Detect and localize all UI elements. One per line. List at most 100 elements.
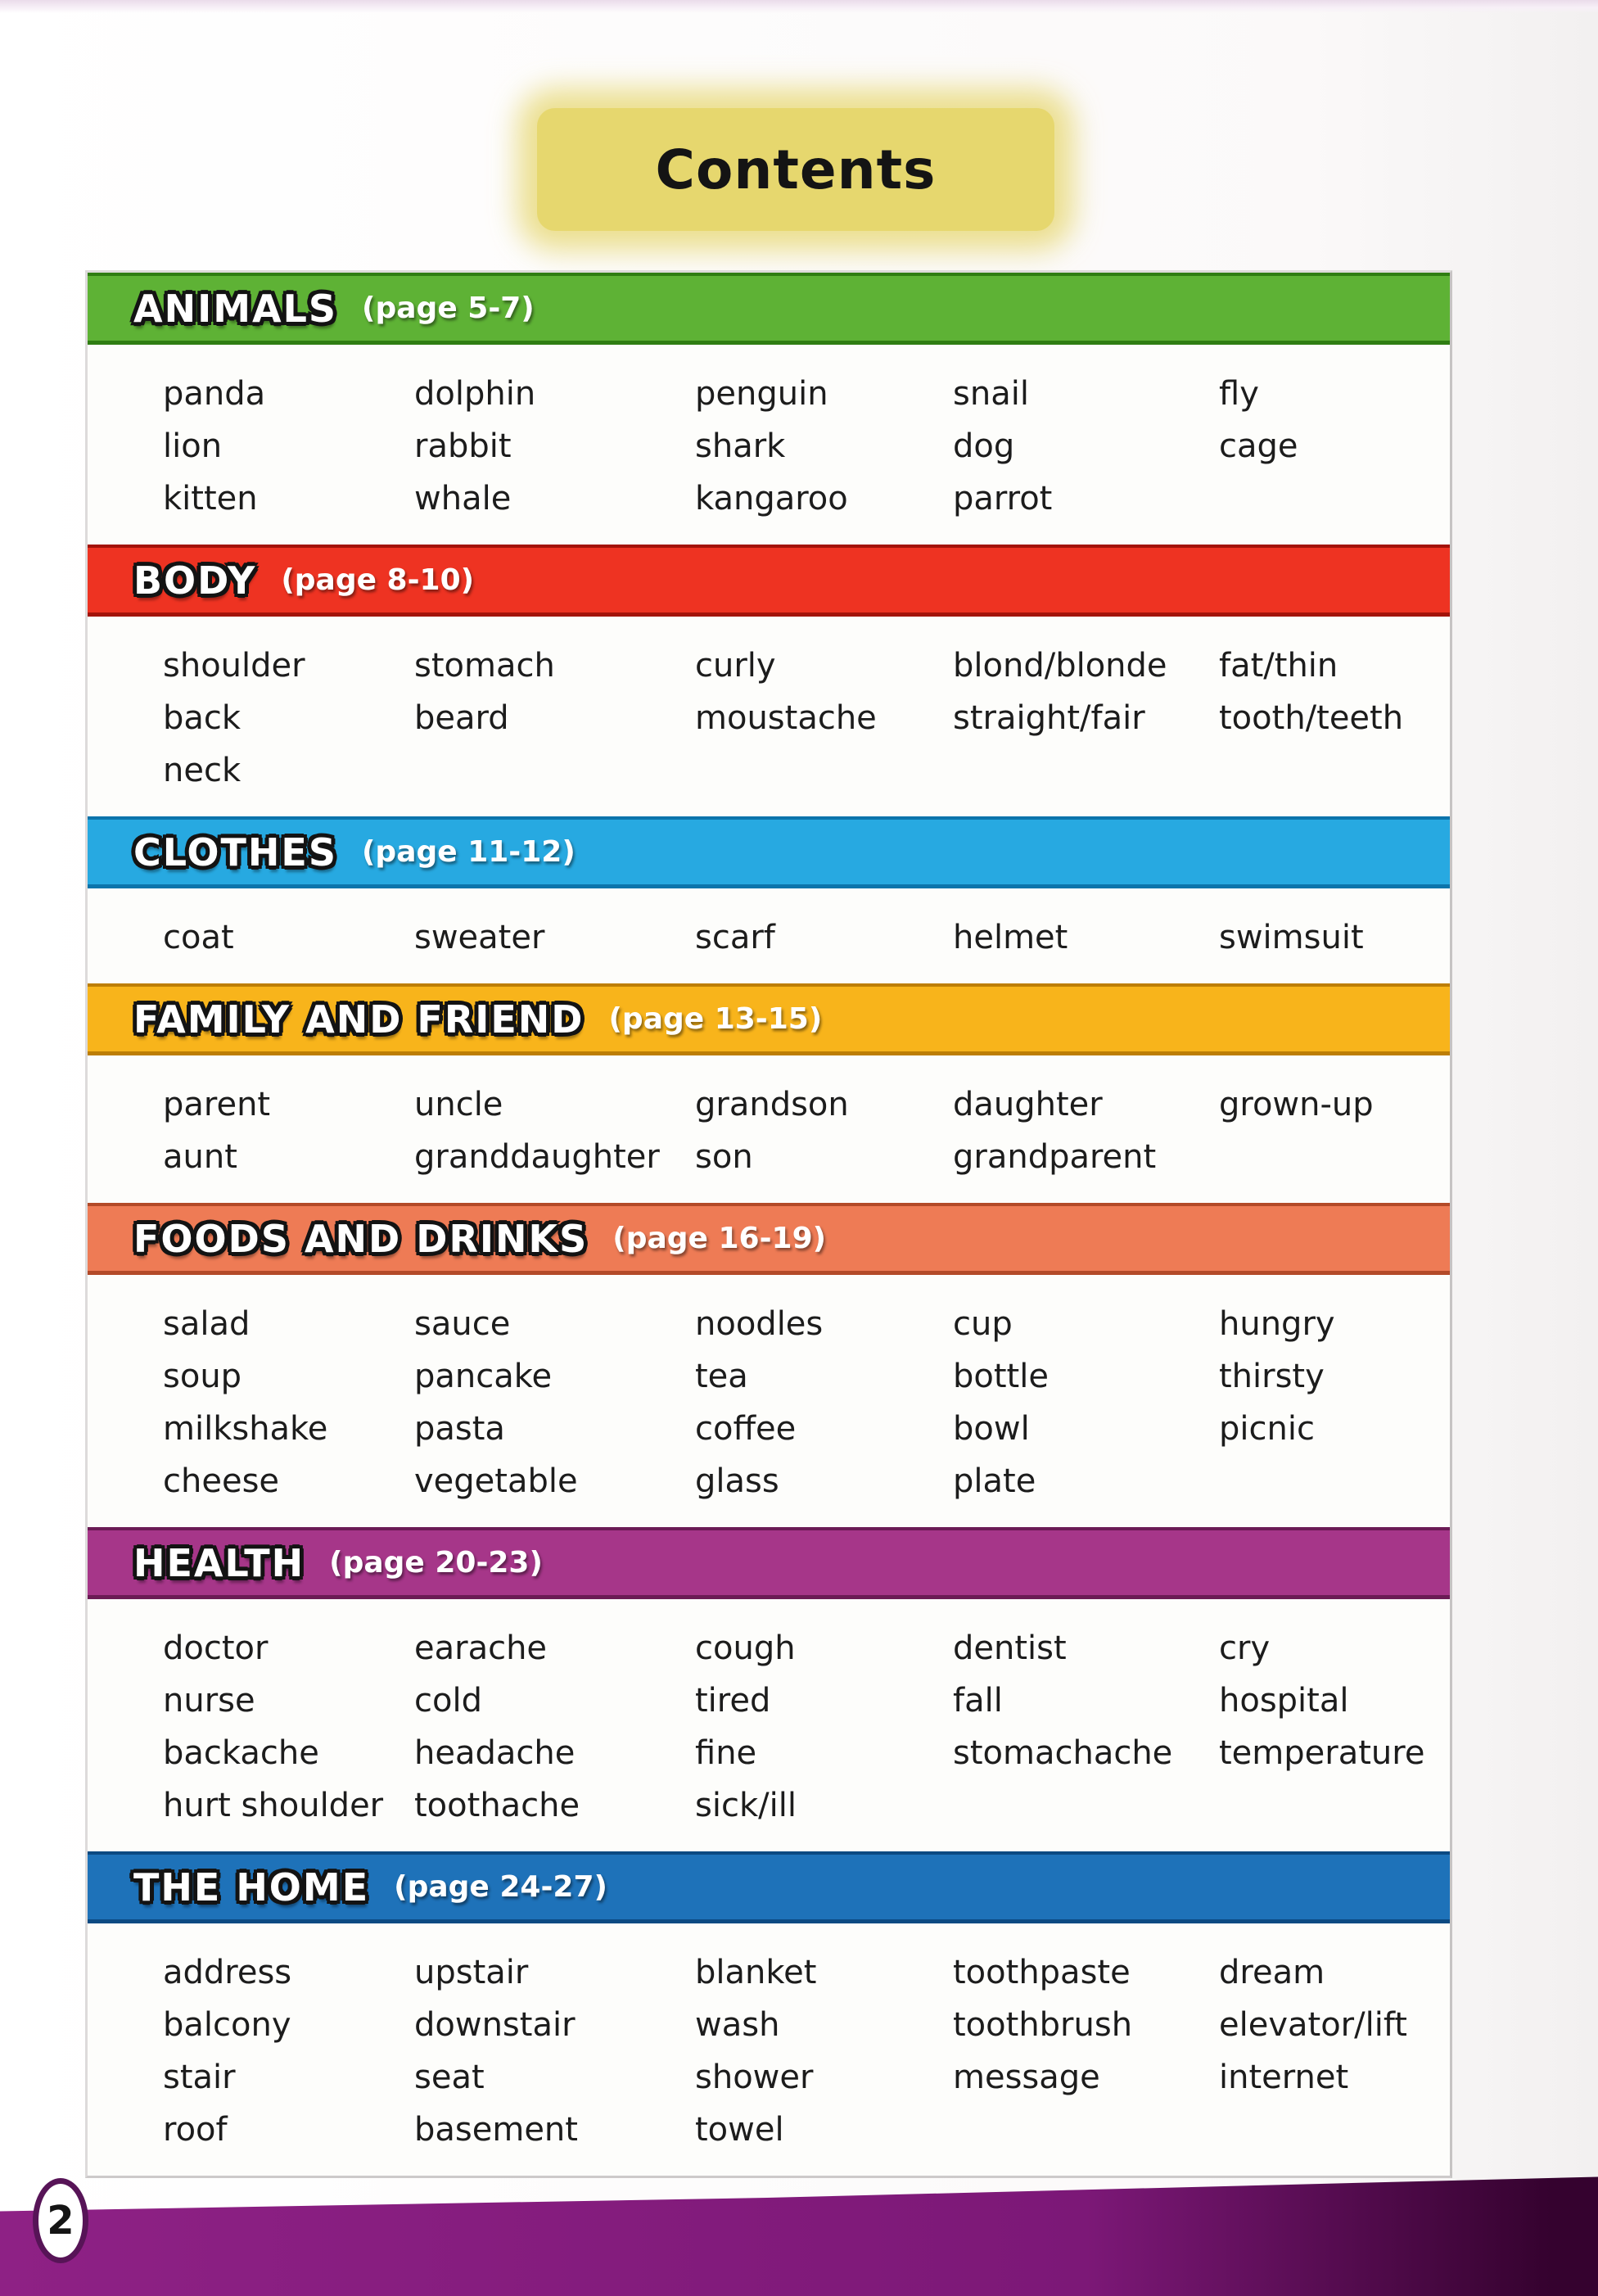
word: blanket [695, 1954, 817, 1991]
word: granddaughter [414, 1138, 660, 1176]
word: salad [163, 1305, 251, 1343]
word: toothpaste [953, 1954, 1131, 1991]
word: fat/thin [1219, 647, 1338, 685]
section-words: parent aunt uncle granddaughter grandson son d… [88, 1055, 1450, 1203]
word-column: curly moustache [695, 640, 953, 797]
word-column: noodles tea coffee glass [695, 1298, 953, 1507]
section-banner: CLOTHES (page 11-12) [88, 816, 1450, 888]
word: swimsuit [1219, 919, 1364, 956]
word: toothache [414, 1787, 580, 1824]
word: coat [163, 919, 234, 956]
word: wash [695, 2006, 780, 2044]
word: moustache [695, 699, 877, 737]
word-column: upstair downstair seat basement [414, 1946, 695, 2156]
word: helmet [953, 919, 1068, 956]
word-column: parent aunt [163, 1078, 414, 1183]
section-body: BODY (page 8-10) shoulder back neck stomach… [88, 545, 1450, 816]
section-words: salad soup milkshake cheese sauce pancake past… [88, 1275, 1450, 1527]
word-column: sweater [414, 911, 695, 964]
word: message [953, 2059, 1100, 2096]
word: fall [953, 1682, 1003, 1720]
section-words: address balcony stair roof upstair downstair s… [88, 1923, 1450, 2176]
word: cry [1219, 1629, 1271, 1667]
word-column: coat [163, 911, 414, 964]
word: kitten [163, 480, 258, 518]
section-banner: HEALTH (page 20-23) [88, 1527, 1450, 1599]
word: lion [163, 427, 223, 465]
word: sweater [414, 919, 545, 956]
section-words: doctor nurse backache hurt shoulder earache c… [88, 1599, 1450, 1851]
section-banner: FAMILY AND FRIEND (page 13-15) [88, 983, 1450, 1055]
section-page-range: (page 16-19) [612, 1222, 827, 1255]
section-page-range: (page 20-23) [329, 1546, 543, 1580]
contents-title-box: Contents [537, 108, 1054, 231]
word: internet [1219, 2059, 1349, 2096]
word: dog [953, 427, 1015, 465]
word-column: panda lion kitten [163, 368, 414, 525]
section-page-range: (page 11-12) [361, 835, 576, 869]
word: curly [695, 647, 776, 685]
word: pancake [414, 1358, 553, 1395]
word-column: cup bottle bowl plate [953, 1298, 1219, 1507]
word-column: daughter grandparent [953, 1078, 1219, 1183]
word-column: doctor nurse backache hurt shoulder [163, 1622, 414, 1832]
contents-table: ANIMALS (page 5-7) panda lion kitten dolphi… [85, 270, 1452, 2178]
word: shark [695, 427, 786, 465]
word: dream [1219, 1954, 1325, 1991]
word-column: fat/thin tooth/teeth [1219, 640, 1450, 797]
word: son [695, 1138, 753, 1176]
word: pasta [414, 1410, 505, 1448]
word-column: earache cold headache toothache [414, 1622, 695, 1832]
word-column: cry hospital temperature [1219, 1622, 1450, 1832]
word: roof [163, 2111, 228, 2149]
section-name: ANIMALS [133, 286, 338, 331]
word: headache [414, 1734, 576, 1772]
section-the-home: THE HOME (page 24-27) address balcony stai… [88, 1851, 1450, 2176]
word: plate [953, 1462, 1036, 1500]
page-number: 2 [47, 2198, 74, 2244]
word-column: address balcony stair roof [163, 1946, 414, 2156]
word: beard [414, 699, 509, 737]
word-column: fly cage [1219, 368, 1450, 525]
word: balcony [163, 2006, 291, 2044]
section-name: CLOTHES [133, 829, 337, 875]
top-edge-strip [0, 0, 1598, 13]
word-column: hungry thirsty picnic [1219, 1298, 1450, 1507]
word-column: helmet [953, 911, 1219, 964]
word: basement [414, 2111, 578, 2149]
word: dentist [953, 1629, 1067, 1667]
bottom-band [0, 2176, 1598, 2296]
word: sauce [414, 1305, 511, 1343]
section-banner: FOODS AND DRINKS (page 16-19) [88, 1203, 1450, 1275]
section-name: HEALTH [133, 1540, 305, 1585]
word: grandparent [953, 1138, 1157, 1176]
word: noodles [695, 1305, 824, 1343]
word: shoulder [163, 647, 305, 685]
word: downstair [414, 2006, 576, 2044]
word: scarf [695, 919, 775, 956]
word: hospital [1219, 1682, 1349, 1720]
word: milkshake [163, 1410, 328, 1448]
word: elevator/lift [1219, 2006, 1407, 2044]
word: blond/blonde [953, 647, 1167, 685]
word: snail [953, 375, 1029, 413]
word-column: stomach beard [414, 640, 695, 797]
word: seat [414, 2059, 485, 2096]
word: dolphin [414, 375, 536, 413]
word: tired [695, 1682, 771, 1720]
section-foods-and-drinks: FOODS AND DRINKS (page 16-19) salad soup m… [88, 1203, 1450, 1527]
word-column: salad soup milkshake cheese [163, 1298, 414, 1507]
word-column: toothpaste toothbrush message [953, 1946, 1219, 2156]
word-column: blond/blonde straight/fair [953, 640, 1219, 797]
word: kangaroo [695, 480, 848, 518]
word: shower [695, 2059, 814, 2096]
word: towel [695, 2111, 784, 2149]
section-name: FOODS AND DRINKS [133, 1216, 589, 1261]
word: hurt shoulder [163, 1787, 384, 1824]
word-column: dentist fall stomachache [953, 1622, 1219, 1832]
word: daughter [953, 1086, 1103, 1123]
word: cup [953, 1305, 1013, 1343]
word: earache [414, 1629, 548, 1667]
section-words: shoulder back neck stomach beard curly moustac… [88, 617, 1450, 816]
